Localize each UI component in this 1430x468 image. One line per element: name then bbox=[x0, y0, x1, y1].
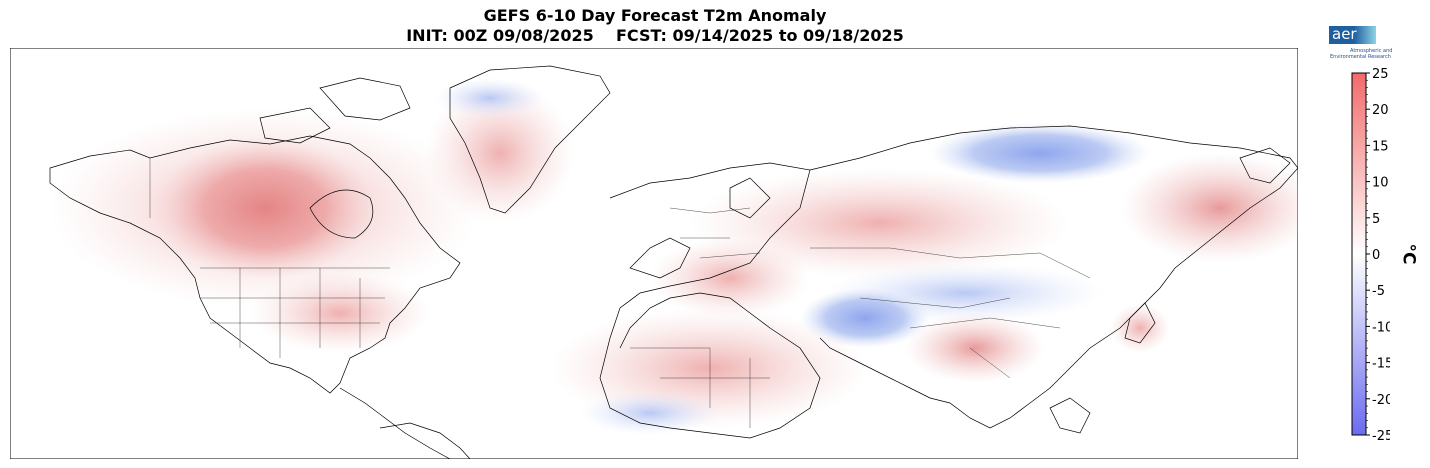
colorbar-fill bbox=[1351, 72, 1367, 436]
colorbar-tick-label: 20 bbox=[1372, 103, 1389, 118]
colorbar-tick-label: 25 bbox=[1372, 67, 1389, 82]
map-subtitle: INIT: 00Z 09/08/2025 FCST: 09/14/2025 to… bbox=[406, 26, 904, 45]
colorbar-tick-label: 0 bbox=[1372, 248, 1380, 263]
colorbar: 25 20 15 10 5 0 -5 -10 -15 -20 -25 bbox=[1351, 67, 1390, 444]
colorbar-tick-label: -15 bbox=[1372, 357, 1390, 372]
map-title: GEFS 6-10 Day Forecast T2m Anomaly bbox=[483, 6, 827, 25]
colorbar-tick-label: -25 bbox=[1372, 429, 1390, 444]
coastlines bbox=[49, 65, 1298, 459]
logo-subtitle-2: Environmental Research bbox=[1330, 54, 1391, 60]
colorbar-tick-label: 10 bbox=[1372, 176, 1389, 191]
colorbar-tick-label: -5 bbox=[1372, 284, 1385, 299]
colorbar-unit: °C bbox=[1398, 243, 1419, 265]
anomaly-shading bbox=[50, 78, 1298, 435]
colorbar-tick-label: -10 bbox=[1372, 320, 1390, 335]
logo-text: aer bbox=[1332, 25, 1357, 43]
colorbar-tick-label: 15 bbox=[1372, 139, 1389, 154]
colorbar-tick-label: -20 bbox=[1372, 393, 1390, 408]
logo-subtitle-1: Atmospheric and bbox=[1350, 48, 1393, 54]
anomaly-map bbox=[10, 48, 1298, 459]
colorbar-tick-label: 5 bbox=[1372, 212, 1380, 227]
borders bbox=[149, 158, 1091, 428]
aer-logo: aer Atmospheric and Environmental Resear… bbox=[1326, 25, 1406, 64]
